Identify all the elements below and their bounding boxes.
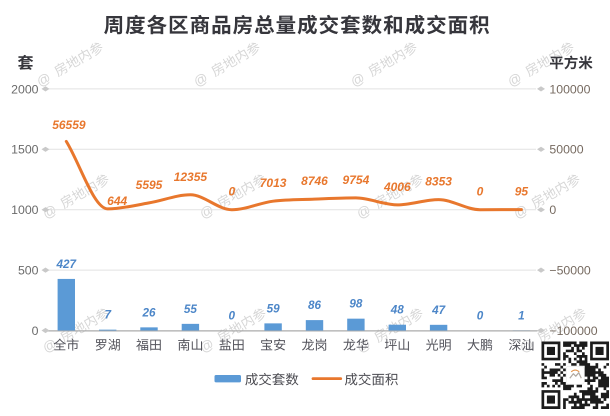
svg-text:0: 0 [32, 324, 39, 338]
svg-text:@: @ [40, 202, 59, 222]
svg-text:1: 1 [518, 309, 525, 322]
svg-text:0: 0 [477, 185, 484, 199]
svg-text:−100000: −100000 [549, 324, 597, 338]
svg-text:86: 86 [308, 299, 322, 312]
svg-text:0: 0 [549, 203, 556, 217]
svg-text:56559: 56559 [52, 118, 86, 132]
svg-text:5595: 5595 [136, 178, 163, 192]
svg-text:@: @ [348, 70, 367, 90]
svg-text:500: 500 [18, 264, 39, 278]
svg-text:427: 427 [56, 258, 77, 271]
svg-text:0: 0 [229, 310, 236, 323]
svg-text:7: 7 [104, 309, 111, 322]
svg-text:98: 98 [349, 298, 363, 311]
svg-text:26: 26 [141, 306, 156, 319]
svg-text:8746: 8746 [301, 174, 328, 188]
svg-text:2000: 2000 [11, 82, 39, 96]
svg-text:@: @ [505, 70, 524, 90]
svg-text:0: 0 [228, 185, 235, 199]
svg-text:9754: 9754 [343, 173, 370, 187]
svg-text:47: 47 [431, 304, 446, 317]
svg-text:59: 59 [267, 302, 281, 315]
svg-text:@: @ [40, 336, 59, 356]
svg-text:50000: 50000 [549, 143, 583, 157]
svg-text:100000: 100000 [549, 82, 590, 96]
svg-text:−50000: −50000 [549, 264, 591, 278]
svg-text:@: @ [34, 70, 53, 90]
svg-text:4006: 4006 [383, 180, 411, 194]
svg-text:644: 644 [107, 194, 127, 208]
svg-text:7013: 7013 [260, 176, 287, 190]
svg-text:8353: 8353 [425, 175, 452, 189]
svg-text:1000: 1000 [11, 203, 39, 217]
svg-text:95: 95 [515, 185, 529, 199]
svg-text:@: @ [191, 70, 210, 90]
svg-text:48: 48 [390, 304, 405, 317]
svg-text:@: @ [354, 202, 373, 222]
svg-text:12355: 12355 [174, 170, 208, 184]
svg-text:@: @ [197, 202, 216, 222]
svg-text:0: 0 [477, 310, 484, 323]
svg-text:1500: 1500 [11, 143, 39, 157]
svg-text:@: @ [511, 202, 530, 222]
svg-text:55: 55 [184, 303, 198, 316]
svg-text:@: @ [197, 336, 216, 356]
